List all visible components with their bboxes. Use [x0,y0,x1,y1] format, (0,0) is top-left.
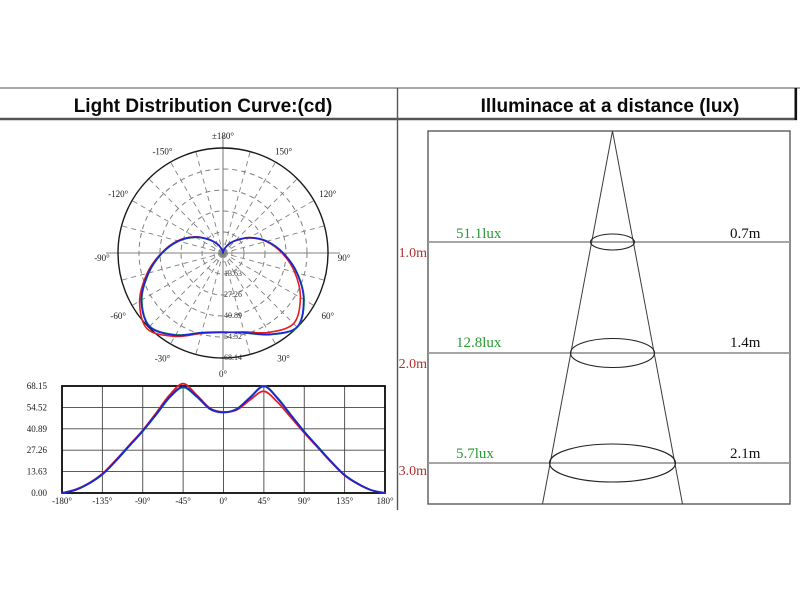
beam-ellipse-1m [589,233,636,251]
beam-diameter-2m: 1.4m [730,335,761,351]
polar-angle-label: -60° [110,311,126,321]
polar-angle-label: 30° [277,353,290,363]
cartesian-xtick: 180° [376,496,394,506]
title-band: Light Distribution Curve:(cd) Illuminace… [0,87,800,510]
lux-value-1m: 51.1lux [456,226,502,242]
polar-angle-label: -30° [155,353,171,363]
cartesian-xtick: -45° [175,496,191,506]
polar-center-ring [213,243,233,263]
cone-left-edge [542,130,613,505]
polar-angle-label: 90° [338,253,351,263]
cartesian-xtick: -135° [92,496,112,506]
left-panel-title: Light Distribution Curve:(cd) [74,96,333,117]
cartesian-ytick: 40.89 [27,424,48,434]
cartesian-distribution-chart: 68.15 54.52 40.89 27.26 13.63 0.00 -180° -135° -… [27,381,394,506]
polar-spoke [121,252,224,281]
beam-ellipse-3m [548,443,677,483]
beam-diameter-1m: 0.7m [730,226,761,242]
cartesian-xtick: 90° [298,496,311,506]
polar-spoke [148,178,224,254]
polar-spoke [131,200,224,254]
polar-curve-blue [140,236,305,337]
cartesian-ytick: 27.26 [27,445,48,455]
polar-spoke [170,252,224,345]
cartesian-xtick: -180° [52,496,72,506]
beam-diameter-3m: 2.1m [730,446,761,462]
polar-spoke [195,252,224,355]
lux-value-2m: 12.8lux [456,335,502,351]
polar-center-ring [218,248,228,258]
cartesian-border [61,385,386,494]
cartesian-ytick: 68.15 [27,381,48,391]
polar-spoke [148,252,224,328]
beam-ellipse-2m [569,337,656,369]
polar-outer-circle [117,147,329,359]
polar-radial-tick: 68.14 [224,353,242,362]
right-panel-title: Illuminace at a distance (lux) [481,96,740,117]
cartesian-xtick: 45° [258,496,271,506]
polar-ring [180,210,266,296]
polar-angle-label: -90° [94,253,110,263]
polar-angle-label: 150° [275,147,293,157]
cartesian-curve-blue [61,385,386,494]
cartesian-xtick: 0° [219,496,228,506]
polar-angle-label: 0° [219,369,228,379]
polar-radial-tick: 40.89 [224,311,242,320]
polar-radial-tick: 54.52 [224,332,242,341]
polar-spoke [222,161,276,254]
polar-angle-label: ±180° [212,131,234,141]
cartesian-xtick: -90° [135,496,151,506]
polar-ring [138,168,308,338]
cartesian-ytick: 13.63 [27,467,48,477]
cartesian-ytick: 0.00 [31,488,47,498]
polar-distribution-chart: ±180° -150° 150° -120° 120° -90° 90° -60° 60° -30… [94,131,351,379]
polar-radial-tick: 13.63 [224,269,242,278]
polar-angle-label: 60° [321,311,334,321]
distance-label-2m: 2.0m [399,357,428,372]
polar-angle-label: 120° [319,189,337,199]
polar-angle-label: -120° [108,189,128,199]
polar-angle-label: -150° [152,147,172,157]
cone-right-edge [612,130,683,505]
cone-diagram-frame [427,130,791,505]
cartesian-xtick: 135° [336,496,354,506]
distance-label-1m: 1.0m [399,246,428,261]
polar-spoke [170,161,224,254]
polar-ring [159,189,287,317]
polar-radial-tick: 27.26 [224,290,242,299]
distance-label-3m: 3.0m [399,464,428,479]
polar-spoke [222,200,315,254]
cartesian-ytick: 54.52 [27,402,47,412]
lux-value-3m: 5.7lux [456,446,494,462]
illuminance-cone-diagram: 51.1lux 12.8lux 5.7lux 0.7m 1.4m 2.1m 1.… [399,130,791,505]
polar-ring [201,231,245,275]
